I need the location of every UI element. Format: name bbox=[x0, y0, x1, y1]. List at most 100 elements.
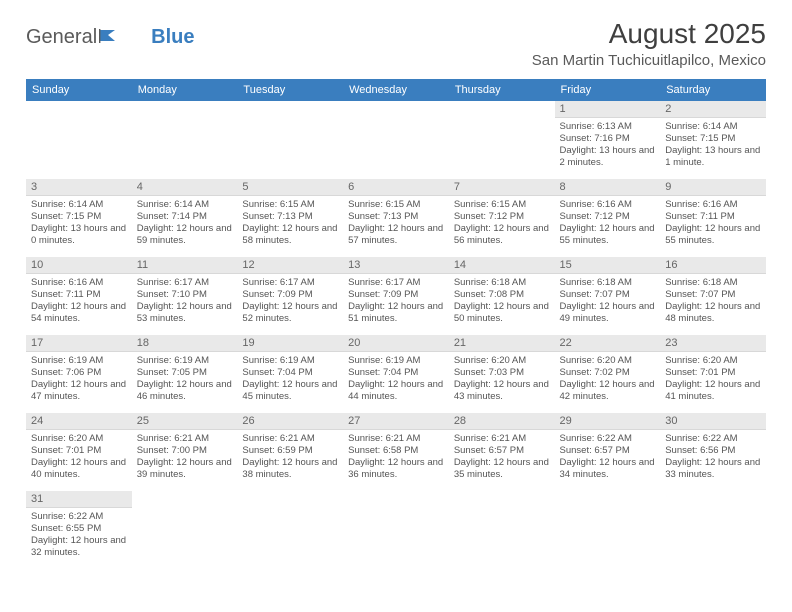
day-info: Sunrise: 6:19 AM Sunset: 7:06 PM Dayligh… bbox=[26, 352, 132, 408]
day-cell: 22Sunrise: 6:20 AM Sunset: 7:02 PM Dayli… bbox=[555, 335, 661, 413]
day-number: 8 bbox=[555, 179, 661, 196]
day-info: Sunrise: 6:20 AM Sunset: 7:03 PM Dayligh… bbox=[449, 352, 555, 408]
day-info: Sunrise: 6:13 AM Sunset: 7:16 PM Dayligh… bbox=[555, 118, 661, 174]
day-info: Sunrise: 6:18 AM Sunset: 7:07 PM Dayligh… bbox=[660, 274, 766, 330]
day-info: Sunrise: 6:17 AM Sunset: 7:10 PM Dayligh… bbox=[132, 274, 238, 330]
day-number: 17 bbox=[26, 335, 132, 352]
day-info: Sunrise: 6:20 AM Sunset: 7:02 PM Dayligh… bbox=[555, 352, 661, 408]
day-cell: 1Sunrise: 6:13 AM Sunset: 7:16 PM Daylig… bbox=[555, 101, 661, 179]
day-header-saturday: Saturday bbox=[660, 79, 766, 101]
day-header-monday: Monday bbox=[132, 79, 238, 101]
day-info: Sunrise: 6:15 AM Sunset: 7:13 PM Dayligh… bbox=[343, 196, 449, 252]
location: San Martin Tuchicuitlapilco, Mexico bbox=[532, 52, 766, 69]
day-number: 11 bbox=[132, 257, 238, 274]
empty-cell bbox=[237, 491, 343, 567]
day-cell: 12Sunrise: 6:17 AM Sunset: 7:09 PM Dayli… bbox=[237, 257, 343, 335]
day-info: Sunrise: 6:18 AM Sunset: 7:08 PM Dayligh… bbox=[449, 274, 555, 330]
day-number bbox=[343, 101, 449, 105]
logo-text-1: General bbox=[26, 26, 97, 49]
day-info: Sunrise: 6:15 AM Sunset: 7:12 PM Dayligh… bbox=[449, 196, 555, 252]
day-info: Sunrise: 6:19 AM Sunset: 7:05 PM Dayligh… bbox=[132, 352, 238, 408]
logo-text-2: Blue bbox=[151, 26, 194, 49]
day-number: 4 bbox=[132, 179, 238, 196]
day-header-sunday: Sunday bbox=[26, 79, 132, 101]
week-row: 3Sunrise: 6:14 AM Sunset: 7:15 PM Daylig… bbox=[26, 179, 766, 257]
week-row: 31Sunrise: 6:22 AM Sunset: 6:55 PM Dayli… bbox=[26, 491, 766, 567]
day-info: Sunrise: 6:21 AM Sunset: 6:58 PM Dayligh… bbox=[343, 430, 449, 486]
day-number: 26 bbox=[237, 413, 343, 430]
day-info: Sunrise: 6:15 AM Sunset: 7:13 PM Dayligh… bbox=[237, 196, 343, 252]
day-info: Sunrise: 6:19 AM Sunset: 7:04 PM Dayligh… bbox=[343, 352, 449, 408]
day-number bbox=[449, 491, 555, 495]
empty-cell bbox=[449, 491, 555, 567]
day-header-thursday: Thursday bbox=[449, 79, 555, 101]
flag-icon bbox=[99, 26, 117, 49]
day-number: 6 bbox=[343, 179, 449, 196]
day-info: Sunrise: 6:14 AM Sunset: 7:14 PM Dayligh… bbox=[132, 196, 238, 252]
day-number: 10 bbox=[26, 257, 132, 274]
day-number: 29 bbox=[555, 413, 661, 430]
empty-cell bbox=[449, 101, 555, 179]
calendar-table: SundayMondayTuesdayWednesdayThursdayFrid… bbox=[26, 79, 766, 567]
day-cell: 17Sunrise: 6:19 AM Sunset: 7:06 PM Dayli… bbox=[26, 335, 132, 413]
calendar-head: SundayMondayTuesdayWednesdayThursdayFrid… bbox=[26, 79, 766, 101]
day-cell: 2Sunrise: 6:14 AM Sunset: 7:15 PM Daylig… bbox=[660, 101, 766, 179]
day-cell: 31Sunrise: 6:22 AM Sunset: 6:55 PM Dayli… bbox=[26, 491, 132, 567]
empty-cell bbox=[237, 101, 343, 179]
day-cell: 3Sunrise: 6:14 AM Sunset: 7:15 PM Daylig… bbox=[26, 179, 132, 257]
day-number bbox=[132, 101, 238, 105]
day-number bbox=[660, 491, 766, 495]
empty-cell bbox=[343, 491, 449, 567]
day-info: Sunrise: 6:14 AM Sunset: 7:15 PM Dayligh… bbox=[26, 196, 132, 252]
day-cell: 11Sunrise: 6:17 AM Sunset: 7:10 PM Dayli… bbox=[132, 257, 238, 335]
day-cell: 13Sunrise: 6:17 AM Sunset: 7:09 PM Dayli… bbox=[343, 257, 449, 335]
day-cell: 10Sunrise: 6:16 AM Sunset: 7:11 PM Dayli… bbox=[26, 257, 132, 335]
header: General Blue August 2025 San Martin Tuch… bbox=[26, 18, 766, 69]
day-info: Sunrise: 6:22 AM Sunset: 6:57 PM Dayligh… bbox=[555, 430, 661, 486]
day-header-wednesday: Wednesday bbox=[343, 79, 449, 101]
day-cell: 14Sunrise: 6:18 AM Sunset: 7:08 PM Dayli… bbox=[449, 257, 555, 335]
day-number: 9 bbox=[660, 179, 766, 196]
day-number: 30 bbox=[660, 413, 766, 430]
day-cell: 27Sunrise: 6:21 AM Sunset: 6:58 PM Dayli… bbox=[343, 413, 449, 491]
day-number: 25 bbox=[132, 413, 238, 430]
day-cell: 15Sunrise: 6:18 AM Sunset: 7:07 PM Dayli… bbox=[555, 257, 661, 335]
day-number: 3 bbox=[26, 179, 132, 196]
day-number: 23 bbox=[660, 335, 766, 352]
day-info: Sunrise: 6:16 AM Sunset: 7:12 PM Dayligh… bbox=[555, 196, 661, 252]
day-number: 12 bbox=[237, 257, 343, 274]
day-cell: 29Sunrise: 6:22 AM Sunset: 6:57 PM Dayli… bbox=[555, 413, 661, 491]
day-number: 27 bbox=[343, 413, 449, 430]
day-cell: 7Sunrise: 6:15 AM Sunset: 7:12 PM Daylig… bbox=[449, 179, 555, 257]
empty-cell bbox=[555, 491, 661, 567]
day-number bbox=[555, 491, 661, 495]
day-number: 21 bbox=[449, 335, 555, 352]
day-number bbox=[26, 101, 132, 105]
day-cell: 20Sunrise: 6:19 AM Sunset: 7:04 PM Dayli… bbox=[343, 335, 449, 413]
day-cell: 4Sunrise: 6:14 AM Sunset: 7:14 PM Daylig… bbox=[132, 179, 238, 257]
day-number: 5 bbox=[237, 179, 343, 196]
day-info: Sunrise: 6:18 AM Sunset: 7:07 PM Dayligh… bbox=[555, 274, 661, 330]
day-info: Sunrise: 6:21 AM Sunset: 7:00 PM Dayligh… bbox=[132, 430, 238, 486]
day-cell: 5Sunrise: 6:15 AM Sunset: 7:13 PM Daylig… bbox=[237, 179, 343, 257]
day-number bbox=[449, 101, 555, 105]
day-number: 18 bbox=[132, 335, 238, 352]
week-row: 24Sunrise: 6:20 AM Sunset: 7:01 PM Dayli… bbox=[26, 413, 766, 491]
day-cell: 8Sunrise: 6:16 AM Sunset: 7:12 PM Daylig… bbox=[555, 179, 661, 257]
day-number: 15 bbox=[555, 257, 661, 274]
empty-cell bbox=[132, 101, 238, 179]
week-row: 1Sunrise: 6:13 AM Sunset: 7:16 PM Daylig… bbox=[26, 101, 766, 179]
month-title: August 2025 bbox=[532, 18, 766, 50]
day-number: 31 bbox=[26, 491, 132, 508]
day-number: 1 bbox=[555, 101, 661, 118]
empty-cell bbox=[132, 491, 238, 567]
day-number: 22 bbox=[555, 335, 661, 352]
day-cell: 28Sunrise: 6:21 AM Sunset: 6:57 PM Dayli… bbox=[449, 413, 555, 491]
calendar-body: 1Sunrise: 6:13 AM Sunset: 7:16 PM Daylig… bbox=[26, 101, 766, 567]
day-number: 13 bbox=[343, 257, 449, 274]
day-number bbox=[237, 491, 343, 495]
day-cell: 18Sunrise: 6:19 AM Sunset: 7:05 PM Dayli… bbox=[132, 335, 238, 413]
day-info: Sunrise: 6:14 AM Sunset: 7:15 PM Dayligh… bbox=[660, 118, 766, 174]
week-row: 10Sunrise: 6:16 AM Sunset: 7:11 PM Dayli… bbox=[26, 257, 766, 335]
day-number: 16 bbox=[660, 257, 766, 274]
